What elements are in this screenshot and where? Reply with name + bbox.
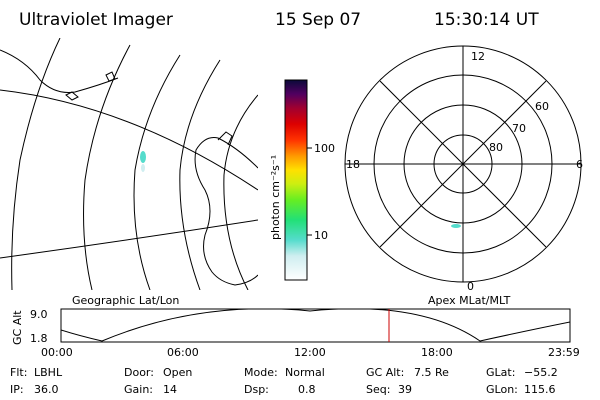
lon-line-2 (0, 219, 258, 259)
time-label: 15:30:14 UT (434, 10, 539, 30)
time-tick-1200: 12:00 (294, 346, 326, 359)
lon-line-1 (0, 89, 258, 191)
gain-value: 14 (163, 383, 177, 396)
mode-label: Mode: (244, 366, 278, 379)
colorbar-tick-label-10: 10 (314, 229, 328, 242)
seq-label: Seq: (366, 383, 390, 396)
time-tick-0600: 06:00 (167, 346, 199, 359)
glon-label: GLon: (486, 383, 518, 396)
mode-value: Normal (285, 366, 325, 379)
date-label: 15 Sep 07 (275, 10, 361, 30)
lat-arc-3 (133, 54, 181, 290)
seq-value: 39 (398, 383, 412, 396)
gcalt-label: GC Alt: (366, 366, 404, 379)
glat-value: −55.2 (524, 366, 558, 379)
ip-label: IP: (10, 383, 24, 396)
mlat-label-60: 60 (535, 100, 549, 113)
flt-label: Flt: (10, 366, 27, 379)
colorbar-unit-label: photon cm⁻²s⁻¹ (269, 155, 282, 240)
gain-label: Gain: (124, 383, 153, 396)
status-block: Flt: LBHL Door: Open Mode: Normal GC Alt… (10, 366, 558, 396)
altitude-ytick-9: 9.0 (30, 308, 48, 321)
polar-diagonal-2 (379, 80, 547, 248)
aurora-spot-polar (451, 224, 461, 228)
gcalt-value: 7.5 Re (414, 366, 449, 379)
door-value: Open (163, 366, 192, 379)
altitude-ylabel: GC Alt (11, 310, 24, 345)
coast-island-2 (105, 71, 116, 82)
colorbar (284, 79, 308, 281)
glat-label: GLat: (486, 366, 515, 379)
lat-arc-1 (11, 38, 61, 290)
time-tick-0000: 00:00 (41, 346, 73, 359)
right-panel-label: Apex MLat/MLT (428, 294, 511, 307)
door-label: Door: (124, 366, 154, 379)
time-tick-2359: 23:59 (548, 346, 580, 359)
time-tick-1800: 18:00 (421, 346, 453, 359)
mlt-label-0: 0 (467, 280, 474, 293)
coast-antarctic (194, 137, 258, 286)
colorbar-tick-label-100: 100 (314, 142, 335, 155)
aurora-spot-geo-halo (141, 164, 145, 172)
lat-arc-5 (223, 94, 258, 290)
lat-arc-4 (179, 59, 221, 290)
ip-value: 36.0 (34, 383, 59, 396)
mlat-label-80: 80 (489, 141, 503, 154)
dsp-label: Dsp: (244, 383, 269, 396)
altitude-ytick-1: 1.8 (30, 332, 48, 345)
left-panel-label: Geographic Lat/Lon (72, 294, 179, 307)
mlt-label-18: 18 (346, 158, 360, 171)
polar-plot (344, 45, 582, 283)
aurora-spot-geo (140, 151, 146, 163)
glon-value: 115.6 (524, 383, 556, 396)
altitude-plot-frame (60, 308, 571, 343)
lat-arc-2 (83, 44, 131, 290)
mlt-label-6: 6 (576, 158, 583, 171)
coast-peninsula (217, 131, 233, 146)
geographic-map (0, 38, 258, 290)
instrument-title: Ultraviolet Imager (19, 10, 173, 30)
altitude-curve (61, 309, 570, 342)
flt-value: LBHL (34, 366, 63, 379)
coast-upper (0, 49, 119, 93)
mlt-label-12: 12 (471, 50, 485, 63)
dsp-value: 0.8 (298, 383, 316, 396)
mlat-label-70: 70 (512, 122, 526, 135)
coast-island (65, 91, 79, 101)
